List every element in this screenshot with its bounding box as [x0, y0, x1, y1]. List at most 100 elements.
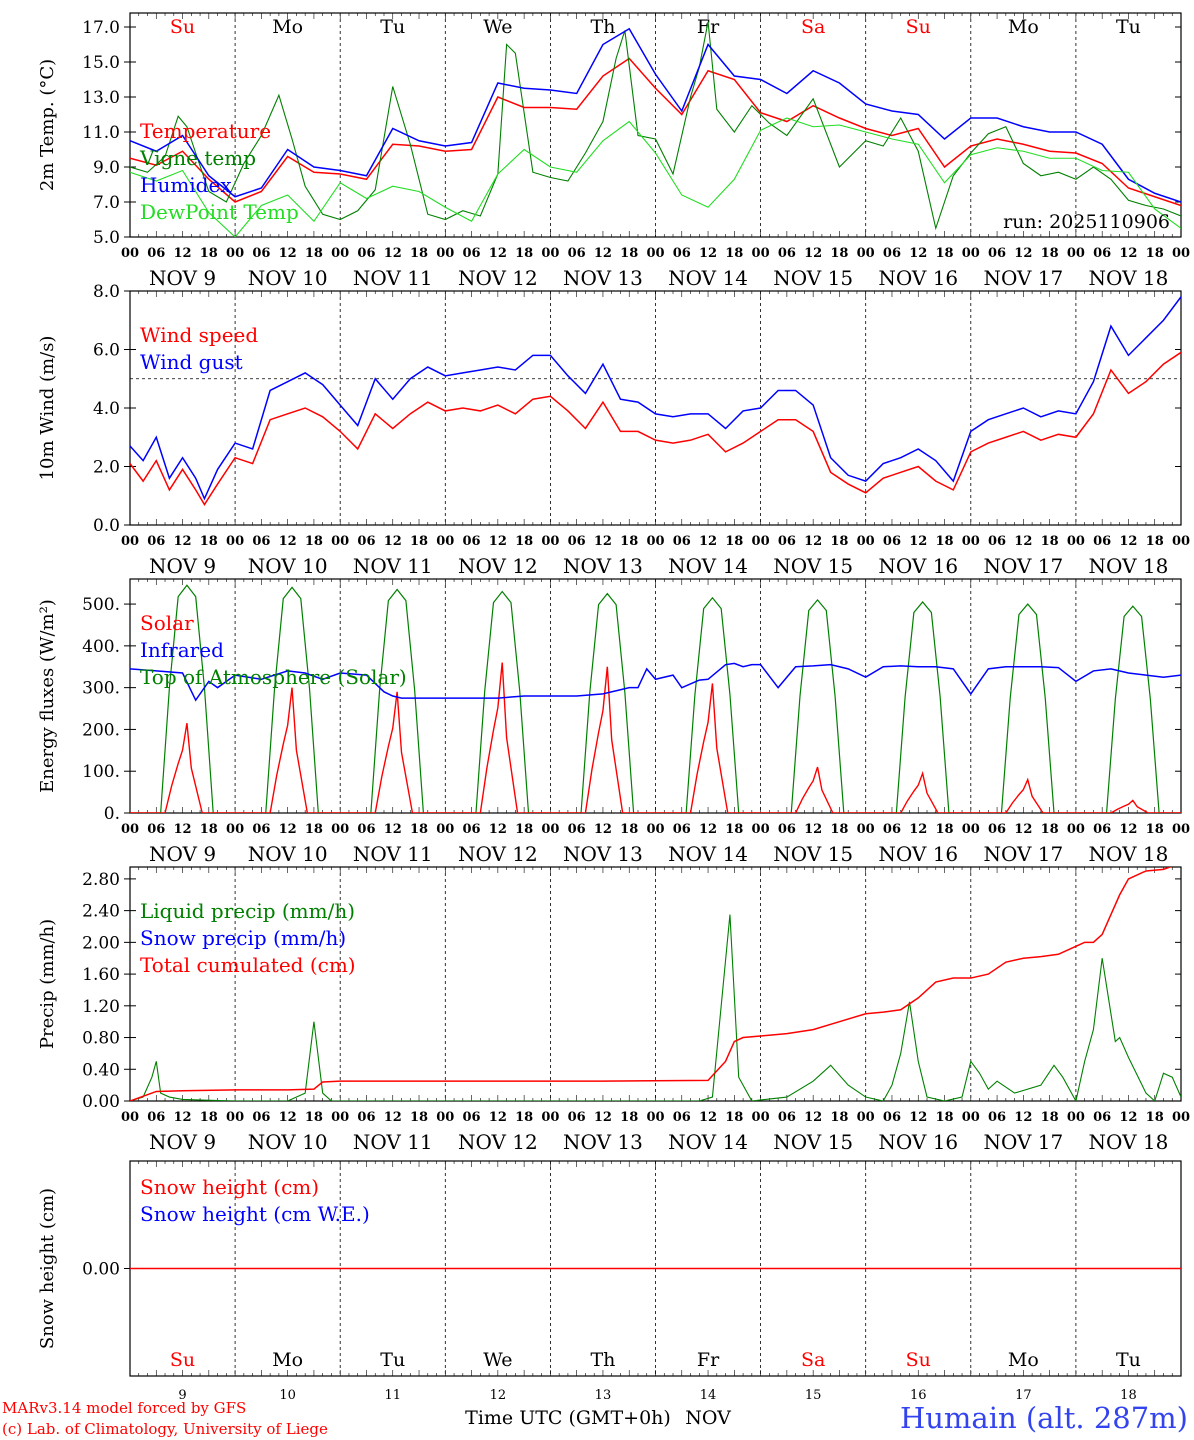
hour-tick-label: 12	[279, 534, 297, 549]
hour-tick-label: 00	[436, 822, 454, 837]
legend-entry: Snow height (cm W.E.)	[140, 1202, 370, 1226]
legend-entry: Wind gust	[140, 350, 243, 374]
legend-entry: Top of Atmosphere (Solar)	[140, 665, 407, 689]
weekday-label: We	[483, 16, 512, 38]
weekday-label: Sa	[801, 1349, 825, 1371]
hour-tick-label: 00	[962, 1110, 980, 1125]
hour-tick-label: 12	[699, 246, 717, 261]
weekday-label: Su	[170, 16, 195, 38]
hour-tick-label: 06	[147, 534, 165, 549]
hour-tick-label: 12	[699, 1110, 717, 1125]
hour-tick-label: 12	[1014, 534, 1032, 549]
hour-tick-label: 18	[1041, 246, 1059, 261]
hour-tick-label: 00	[646, 534, 664, 549]
hour-tick-label: 18	[830, 822, 848, 837]
hour-tick-label: 00	[121, 534, 139, 549]
panel-precip: 0.00 0.40 0.80 1.20 1.60 2.00 2.40 2.80 Precip (…	[37, 866, 1190, 1154]
hour-tick-label: 12	[174, 534, 192, 549]
bottom-date-number: 11	[384, 1388, 401, 1403]
hour-tick-label: 18	[410, 1110, 428, 1125]
y-axis-label: 10m Wind (m/s)	[37, 336, 58, 481]
hour-tick-label: 00	[1067, 1110, 1085, 1125]
hour-tick-label: 18	[725, 1110, 743, 1125]
weekday-label: Mo	[1008, 1349, 1039, 1371]
hour-tick-label: 00	[436, 534, 454, 549]
date-label: NOV 16	[878, 266, 958, 290]
hour-tick-label: 00	[121, 822, 139, 837]
date-label: NOV 11	[353, 842, 433, 866]
date-label: NOV 13	[563, 842, 643, 866]
date-label: NOV 18	[1089, 1130, 1169, 1154]
hour-tick-label: 18	[1146, 246, 1164, 261]
hour-tick-label: 00	[541, 822, 559, 837]
hour-tick-label: 18	[620, 822, 638, 837]
date-label: NOV 15	[773, 842, 853, 866]
hour-tick-label: 06	[673, 1110, 691, 1125]
hour-tick-label: 06	[252, 246, 270, 261]
hour-tick-label: 18	[1146, 822, 1164, 837]
legend-entry: Snow height (cm)	[140, 1175, 319, 1199]
date-label: NOV 9	[149, 1130, 216, 1154]
hour-tick-label: 06	[673, 246, 691, 261]
hour-tick-label: 18	[305, 1110, 323, 1125]
y-tick-label: 500.	[82, 595, 120, 615]
y-axis-label: Precip (mm/h)	[37, 919, 58, 1049]
date-label: NOV 16	[878, 554, 958, 578]
y-tick-label: 6.0	[93, 341, 120, 361]
date-label: NOV 15	[773, 266, 853, 290]
series-line-temperature	[130, 57, 1181, 207]
run-label: run: 2025110906	[1003, 211, 1170, 233]
hour-tick-label: 12	[1014, 822, 1032, 837]
hour-tick-label: 06	[778, 534, 796, 549]
date-label: NOV 17	[983, 842, 1063, 866]
y-tick-label: 1.20	[82, 997, 120, 1017]
date-label: NOV 13	[563, 1130, 643, 1154]
date-label: NOV 9	[149, 842, 216, 866]
legend-entry: Wind speed	[140, 323, 258, 347]
date-label: NOV 12	[458, 1130, 538, 1154]
weekday-label: Tu	[380, 16, 405, 38]
date-label: NOV 11	[353, 554, 433, 578]
date-label: NOV 12	[458, 554, 538, 578]
date-label: NOV 11	[353, 1130, 433, 1154]
hour-tick-label: 18	[515, 822, 533, 837]
weekday-label: Mo	[272, 1349, 303, 1371]
weekday-label: Su	[906, 16, 931, 38]
hour-tick-label: 06	[252, 534, 270, 549]
hour-tick-label: 18	[305, 246, 323, 261]
hour-tick-label: 06	[568, 246, 586, 261]
y-tick-label: 5.0	[93, 228, 120, 248]
date-label: NOV 12	[458, 842, 538, 866]
hour-tick-label: 18	[515, 534, 533, 549]
hour-tick-label: 06	[463, 534, 481, 549]
hour-tick-label: 06	[883, 822, 901, 837]
y-tick-label: 13.0	[82, 88, 120, 108]
hour-tick-label: 12	[1119, 534, 1137, 549]
hour-tick-label: 12	[489, 534, 507, 549]
hour-tick-label: 06	[568, 822, 586, 837]
legend-entry: Temperature	[140, 119, 271, 143]
footer-lab: (c) Lab. of Climatology, University of L…	[2, 1420, 328, 1438]
hour-tick-label: 00	[541, 534, 559, 549]
hour-tick-label: 00	[752, 1110, 770, 1125]
hour-tick-label: 12	[909, 822, 927, 837]
series-line-humidex	[130, 27, 1181, 203]
series-line-wind-gust	[130, 296, 1181, 501]
y-tick-label: 0.0	[93, 516, 120, 536]
date-label: NOV 17	[983, 1130, 1063, 1154]
y-tick-label: 0.40	[82, 1060, 120, 1080]
y-tick-label: 8.0	[93, 282, 120, 302]
hour-tick-label: 00	[1172, 1110, 1190, 1125]
hour-tick-label: 00	[646, 822, 664, 837]
hour-tick-label: 12	[1119, 822, 1137, 837]
hour-tick-label: 00	[857, 822, 875, 837]
hour-tick-label: 18	[1041, 1110, 1059, 1125]
date-label: NOV 18	[1089, 842, 1169, 866]
bottom-date-number: 16	[910, 1388, 927, 1403]
hour-tick-label: 12	[804, 1110, 822, 1125]
bottom-date-number: 9	[178, 1388, 186, 1403]
hour-tick-label: 18	[725, 822, 743, 837]
hour-tick-label: 06	[988, 534, 1006, 549]
hour-tick-label: 06	[1093, 246, 1111, 261]
weekday-label: Th	[590, 1349, 615, 1371]
